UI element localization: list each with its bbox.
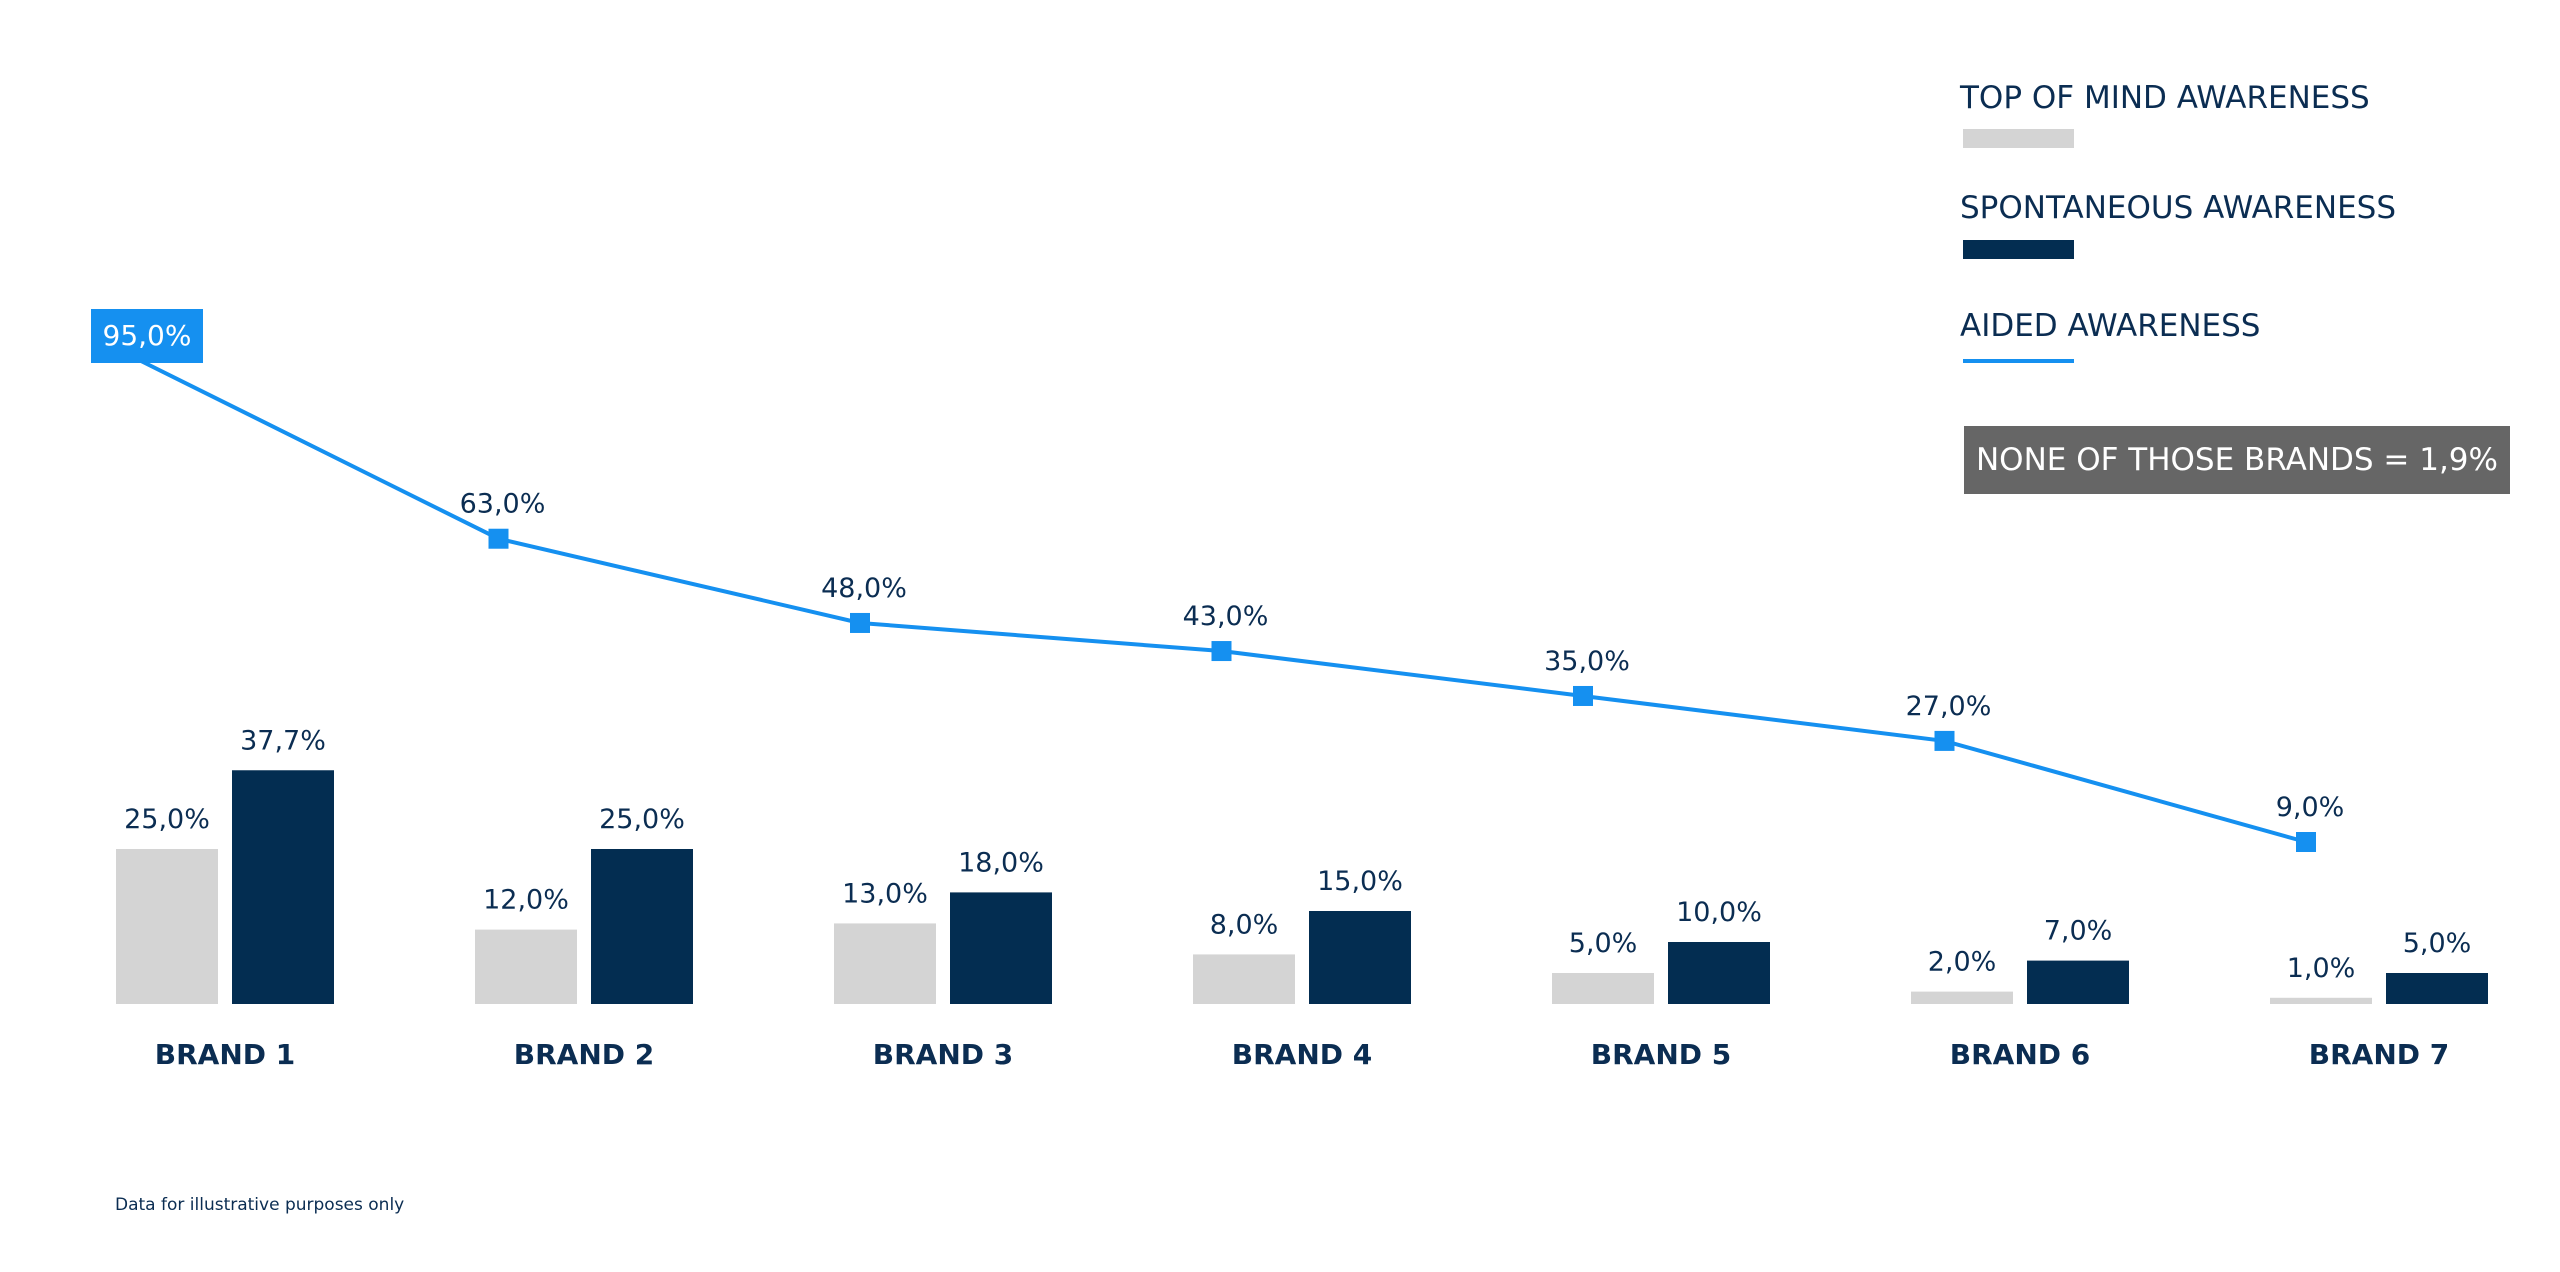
label-spontaneous-7: 5,0% (2403, 928, 2472, 959)
aided-marker-7 (2296, 832, 2316, 852)
legend-label-aided: AIDED AWARENESS (1960, 308, 2261, 344)
label-spontaneous-4: 15,0% (1317, 866, 1403, 897)
label-aided-1: 95,0% (103, 319, 192, 352)
label-top-of-mind-5: 5,0% (1569, 928, 1638, 959)
aided-marker-5 (1573, 685, 1593, 706)
category-label-5: BRAND 5 (1591, 1038, 1731, 1071)
category-label-6: BRAND 6 (1950, 1038, 2090, 1071)
legend-item-aided: AIDED AWARENESS (1960, 308, 2520, 378)
legend-swatch-top-of-mind (1963, 129, 2074, 148)
bar-spontaneous-6 (2027, 960, 2129, 1004)
legend-item-top-of-mind: TOP OF MIND AWARENESS (1960, 80, 2520, 150)
category-label-3: BRAND 3 (873, 1038, 1013, 1071)
label-top-of-mind-3: 13,0% (842, 878, 928, 909)
label-top-of-mind-2: 12,0% (483, 885, 569, 916)
legend-swatch-spontaneous (1963, 240, 2074, 259)
label-aided-7: 9,0% (2276, 792, 2345, 823)
label-spontaneous-5: 10,0% (1676, 897, 1762, 928)
label-spontaneous-1: 37,7% (240, 725, 326, 756)
footnote: Data for illustrative purposes only (115, 1195, 405, 1215)
bar-top-of-mind-1 (116, 849, 218, 1004)
category-label-4: BRAND 4 (1232, 1038, 1372, 1071)
bar-top-of-mind-5 (1552, 973, 1654, 1004)
labels-layer: 25,0% 37,7% BRAND 1 12,0% 25,0% BRAND 2 13,0% 1… (103, 319, 2472, 1071)
bar-spontaneous-2 (591, 849, 693, 1004)
bar-top-of-mind-4 (1193, 954, 1295, 1004)
aided-marker-6 (1934, 730, 1955, 751)
label-top-of-mind-4: 8,0% (1210, 909, 1279, 940)
bar-spontaneous-5 (1668, 942, 1770, 1004)
bar-spontaneous-1 (232, 770, 334, 1004)
label-spontaneous-3: 18,0% (958, 847, 1044, 878)
aided-label-box-1 (91, 309, 203, 363)
bar-top-of-mind-2 (475, 929, 577, 1004)
bar-top-of-mind-7 (2270, 997, 2372, 1004)
label-aided-4: 43,0% (1183, 601, 1269, 632)
label-spontaneous-2: 25,0% (599, 804, 685, 835)
aided-awareness-line-layer (91, 309, 2316, 852)
label-aided-6: 27,0% (1906, 691, 1992, 722)
label-aided-5: 35,0% (1544, 646, 1630, 677)
label-aided-2: 63,0% (460, 489, 546, 520)
category-label-2: BRAND 2 (514, 1038, 654, 1071)
label-top-of-mind-7: 1,0% (2287, 953, 2356, 984)
legend-label-spontaneous: SPONTANEOUS AWARENESS (1960, 190, 2397, 226)
category-label-1: BRAND 1 (155, 1038, 295, 1071)
bar-spontaneous-7 (2386, 973, 2488, 1004)
bar-top-of-mind-6 (1911, 991, 2013, 1004)
bar-top-of-mind-3 (834, 923, 936, 1004)
label-top-of-mind-1: 25,0% (124, 804, 210, 835)
aided-marker-2 (488, 528, 509, 549)
label-aided-3: 48,0% (821, 573, 907, 604)
bar-spontaneous-3 (950, 892, 1052, 1004)
label-spontaneous-6: 7,0% (2044, 916, 2113, 947)
legend-line-aided (1963, 359, 2074, 363)
legend-label-top-of-mind: TOP OF MIND AWARENESS (1960, 80, 2370, 116)
label-top-of-mind-6: 2,0% (1928, 947, 1997, 978)
aided-marker-4 (1211, 641, 1232, 662)
bar-spontaneous-4 (1309, 911, 1411, 1004)
none-of-those-brands-note: NONE OF THOSE BRANDS = 1,9% (1964, 426, 2510, 494)
bars-layer (116, 770, 2488, 1004)
aided-marker-3 (850, 612, 870, 633)
legend-item-spontaneous: SPONTANEOUS AWARENESS (1960, 190, 2520, 260)
category-label-7: BRAND 7 (2309, 1038, 2449, 1071)
